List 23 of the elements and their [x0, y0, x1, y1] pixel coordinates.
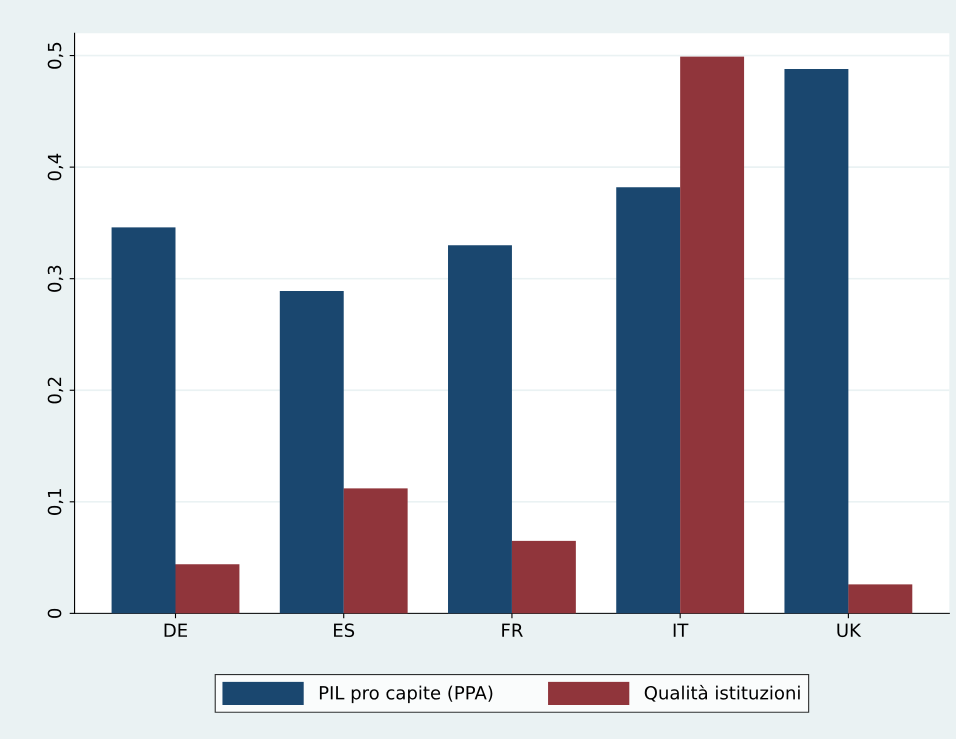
- y-tick-label: 0,4: [48, 154, 64, 180]
- x-tick-label: DE: [164, 624, 187, 637]
- bar: [176, 564, 240, 614]
- bar: [848, 584, 912, 614]
- x-tick-label: UK: [837, 624, 862, 638]
- bar: [344, 488, 408, 614]
- legend-label: Qualità istituzioni: [644, 684, 800, 702]
- legend-label: PIL pro capite (PPA): [320, 686, 492, 704]
- bar: [616, 187, 680, 614]
- bar: [448, 245, 512, 614]
- x-tick-label: FR: [502, 624, 523, 637]
- x-tick-label: ES: [334, 623, 354, 638]
- y-tick-label: 0,1: [48, 489, 64, 515]
- y-tick-label: 0: [48, 608, 62, 618]
- y-tick-label: 0,5: [48, 42, 64, 69]
- bar: [680, 56, 744, 614]
- bar: [112, 227, 176, 614]
- bar: [280, 290, 344, 614]
- y-tick-label: 0,3: [48, 266, 64, 292]
- bar: [512, 540, 576, 614]
- y-tick-label: 0,2: [48, 378, 64, 404]
- bar: [784, 68, 848, 614]
- x-tick-label: IT: [674, 624, 688, 637]
